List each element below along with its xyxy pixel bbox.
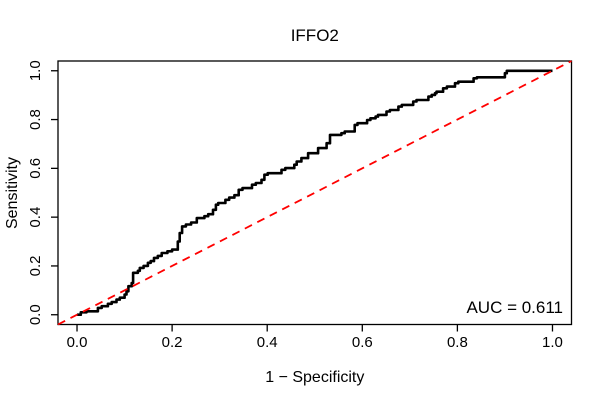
x-tick-label: 1.0 — [542, 334, 563, 351]
y-tick-label: 1.0 — [27, 60, 44, 81]
x-tick-label: 0.0 — [67, 334, 88, 351]
y-axis: 0.0 0.2 0.4 0.6 0.8 1.0 — [27, 60, 58, 325]
y-axis-label: Sensitivity — [4, 157, 21, 229]
x-axis-label: 1 − Specificity — [265, 369, 364, 386]
y-tick-label: 0.8 — [27, 109, 44, 130]
y-tick-label: 0.4 — [27, 207, 44, 228]
x-tick-label: 0.4 — [257, 334, 278, 351]
auc-annotation: AUC = 0.611 — [466, 298, 563, 317]
x-tick-label: 0.8 — [447, 334, 468, 351]
reference-diagonal-line — [57, 60, 572, 326]
series-group — [57, 60, 572, 326]
roc-curve-line — [77, 69, 553, 317]
x-axis: 0.0 0.2 0.4 0.6 0.8 1.0 — [67, 324, 563, 351]
y-tick-label: 0.0 — [27, 304, 44, 325]
plot-box — [57, 60, 573, 326]
x-tick-label: 0.6 — [352, 334, 373, 351]
y-tick-label: 0.2 — [27, 256, 44, 277]
x-tick-label: 0.2 — [162, 334, 183, 351]
y-tick-label: 0.6 — [27, 158, 44, 179]
chart-title: IFFO2 — [291, 26, 339, 45]
